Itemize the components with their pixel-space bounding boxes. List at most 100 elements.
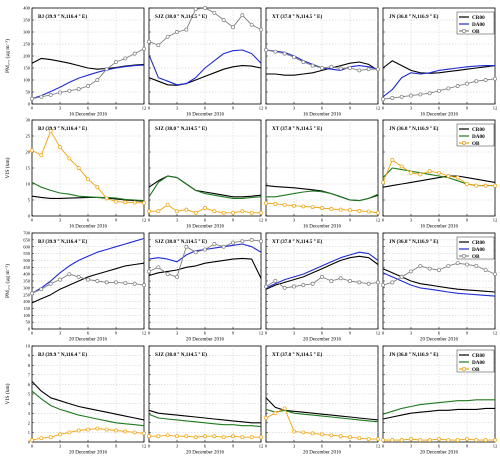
ob-marker xyxy=(282,202,287,207)
ob-marker xyxy=(292,429,296,434)
ob-marker xyxy=(147,39,151,44)
ob-marker xyxy=(409,269,413,274)
series-line-cr00 xyxy=(31,262,145,304)
ob-marker xyxy=(184,244,189,249)
ob-marker xyxy=(58,432,62,437)
legend-label: CR00 xyxy=(472,127,485,133)
panel-1-1: 0 50 100 150 200 250 300 350 400 0 3 6 9 12 16 Decembe… xyxy=(4,6,146,118)
ob-marker xyxy=(381,97,385,102)
ob-marker xyxy=(132,281,137,286)
x-tick-label: 3 xyxy=(176,106,179,111)
x-tick-label: 9 xyxy=(115,218,118,223)
series-line-cr00 xyxy=(382,60,496,74)
ob-marker xyxy=(104,427,109,432)
ob-marker xyxy=(132,430,137,435)
x-tick-label: 6 xyxy=(204,106,207,111)
ob-marker xyxy=(390,96,395,100)
ob-marker xyxy=(95,279,100,283)
x-tick-label: 12 xyxy=(493,106,498,111)
ob-marker xyxy=(147,209,151,214)
ob-marker xyxy=(437,437,441,442)
ob-marker xyxy=(240,435,245,440)
ob-marker xyxy=(165,272,170,277)
x-tick-label: 12 xyxy=(142,331,147,336)
ob-marker xyxy=(376,280,380,285)
ob-marker xyxy=(292,203,296,208)
ob-marker xyxy=(259,27,263,32)
x-tick-label: 0 xyxy=(265,106,268,111)
panel-3-2: 0 3 6 9 12 20 December 2016 SJZ (38.0 ° N,114.… xyxy=(147,232,263,343)
series-line-da00 xyxy=(382,65,495,98)
series-line-da00 xyxy=(31,181,145,202)
y-tick-label: 5 xyxy=(28,392,31,397)
series-line-cr00 xyxy=(265,255,379,290)
panel-3-4: 0 3 6 9 12 20 December 2016 JN (36.8 ° N,116.9… xyxy=(381,232,498,343)
ob-marker xyxy=(156,209,161,214)
x-axis-label: 16 December 2016 xyxy=(420,113,459,118)
ob-marker xyxy=(282,406,287,411)
x-tick-label: 12 xyxy=(493,331,498,336)
ob-marker xyxy=(493,76,497,81)
ob-marker xyxy=(446,438,451,443)
ob-marker xyxy=(357,68,362,73)
y-tick-label: 0 xyxy=(28,440,31,445)
ob-marker xyxy=(156,434,161,439)
ob-marker xyxy=(418,438,423,443)
series-line-cr00 xyxy=(31,195,145,202)
ob-marker xyxy=(348,208,352,213)
ob-marker xyxy=(381,283,385,288)
ob-marker xyxy=(203,6,207,10)
ob-marker xyxy=(348,66,352,70)
ob-marker xyxy=(474,263,479,268)
station-title: JN (36.8 ° N,116.9 ° E) xyxy=(389,351,439,358)
legend-label: DA00 xyxy=(472,134,485,140)
series-line-da00 xyxy=(266,190,379,202)
ob-marker xyxy=(465,81,469,86)
ob-marker xyxy=(104,196,109,201)
y-tick-label: 150 xyxy=(23,306,31,311)
ob-marker xyxy=(273,49,278,54)
y-tick-label: 200 xyxy=(23,299,31,304)
ob-marker xyxy=(310,205,315,209)
y-tick-label: 50 xyxy=(26,90,31,95)
ob-marker xyxy=(409,93,413,98)
x-axis-label: 20 December 2016 xyxy=(303,451,342,456)
series-line-cr00 xyxy=(31,381,145,421)
ob-marker xyxy=(165,34,170,39)
ob-marker xyxy=(30,291,34,296)
panel-2-4: 0 3 6 9 12 16 December 2016 JN (36.8 ° N,116.9… xyxy=(381,119,497,230)
x-tick-label: 6 xyxy=(321,106,324,111)
ob-marker xyxy=(203,434,207,439)
station-title: SJZ (38.0 ° N,114.5 ° E) xyxy=(155,238,207,245)
ob-marker xyxy=(455,438,460,443)
y-tick-label: 5 xyxy=(28,198,31,203)
x-tick-label: 3 xyxy=(293,331,296,336)
ob-marker xyxy=(399,94,404,99)
ob-marker xyxy=(437,88,441,93)
ob-marker xyxy=(165,433,170,438)
ob-marker xyxy=(376,210,380,215)
ob-marker xyxy=(264,284,268,289)
ob-marker xyxy=(67,272,72,277)
y-axis-label: VIS (km) xyxy=(4,383,11,404)
ob-marker xyxy=(39,287,44,292)
ob-marker xyxy=(348,279,352,283)
series-line-cr00 xyxy=(382,175,496,188)
series-line-cr00 xyxy=(148,409,261,424)
series-line-cr00 xyxy=(148,65,262,86)
series-line-da00 xyxy=(382,399,495,415)
x-tick-label: 6 xyxy=(438,444,441,449)
x-tick-label: 0 xyxy=(148,106,151,111)
x-tick-label: 6 xyxy=(204,218,207,223)
ob-marker xyxy=(399,274,404,279)
x-tick-label: 3 xyxy=(410,444,413,449)
station-title: SJZ (38.0 ° N,114.5 ° E) xyxy=(155,351,207,358)
x-tick-label: 3 xyxy=(410,106,413,111)
x-tick-label: 0 xyxy=(382,331,385,336)
ob-marker xyxy=(427,91,432,96)
ob-marker xyxy=(175,274,179,279)
panel-1-4: 0 3 6 9 12 16 December 2016 JN (36.8 ° N,116.9… xyxy=(381,7,498,118)
x-tick-label: 12 xyxy=(142,218,147,223)
